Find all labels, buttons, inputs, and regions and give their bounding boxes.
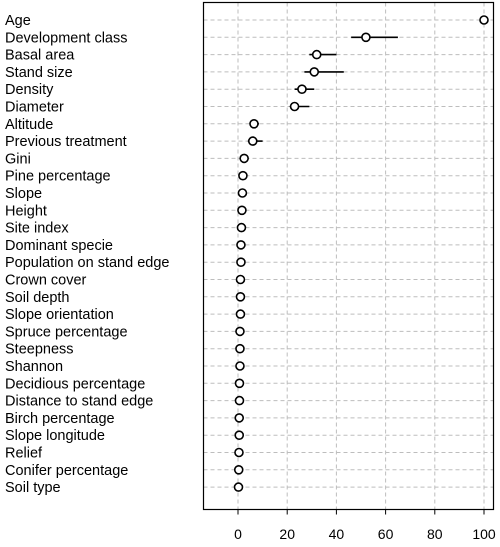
category-label: Birch percentage (5, 411, 115, 427)
category-label: Crown cover (5, 273, 87, 289)
grid-lines (203, 2, 494, 510)
category-label: Pine percentage (5, 169, 111, 185)
plot-frame (202, 1, 495, 511)
category-label: Steepness (5, 342, 74, 358)
data-point (289, 101, 300, 112)
category-label: Slope (5, 186, 42, 202)
category-label: Slope longitude (5, 428, 105, 444)
data-point (237, 188, 248, 198)
category-label: Decidious percentage (5, 376, 145, 392)
data-point (479, 15, 489, 25)
category-label: Development class (5, 30, 128, 46)
category-label: Diameter (5, 100, 64, 116)
data-point (247, 136, 258, 146)
category-label: Population on stand edge (5, 255, 169, 271)
data-point (361, 32, 371, 43)
category-label: Stand size (5, 65, 73, 81)
category-label: Gini (5, 151, 31, 167)
data-point (236, 257, 246, 268)
data-point (235, 291, 246, 302)
x-tick-label: 60 (378, 526, 394, 542)
data-point (236, 222, 247, 233)
category-label: Conifer percentage (5, 463, 128, 479)
category-label: Density (5, 82, 54, 98)
confidence-intervals (238, 19, 484, 488)
category-label: Spruce percentage (5, 324, 128, 340)
data-point (235, 326, 245, 337)
category-label: Relief (5, 446, 43, 462)
data-point (235, 309, 246, 319)
x-tick-label: 20 (279, 526, 295, 542)
data-points (233, 15, 489, 492)
data-point (238, 170, 248, 181)
x-tick-label: 100 (472, 526, 496, 542)
data-point (239, 153, 249, 164)
category-label: Distance to stand edge (5, 394, 153, 410)
x-axis: 0 20 40 60 80 100 (234, 509, 496, 542)
category-label: Basal area (5, 48, 75, 64)
data-point (297, 84, 307, 94)
category-label: Site index (5, 221, 69, 237)
data-point (235, 343, 245, 354)
category-label: Altitude (5, 117, 53, 133)
data-point (311, 49, 322, 60)
data-point (234, 447, 244, 458)
x-tick-label: 40 (329, 526, 345, 542)
category-label: Soil type (5, 480, 61, 496)
data-point (235, 274, 246, 285)
data-point (234, 430, 245, 441)
x-tick-label: 0 (234, 526, 242, 542)
data-point (309, 67, 320, 77)
category-label: Shannon (5, 359, 63, 375)
category-label: Height (5, 203, 47, 219)
data-point (235, 361, 245, 371)
data-point (234, 395, 245, 406)
category-label: Previous treatment (5, 134, 127, 150)
data-point (249, 119, 259, 129)
category-label: Age (5, 13, 31, 29)
x-tick-label: 80 (427, 526, 443, 542)
data-point (234, 378, 245, 389)
data-point (236, 240, 246, 250)
category-label: Dominant specie (5, 238, 113, 254)
data-point (233, 482, 244, 492)
data-point (237, 205, 247, 216)
category-label: Soil depth (5, 290, 70, 306)
data-point (234, 413, 245, 423)
data-point (233, 464, 244, 475)
category-label: Slope orientation (5, 307, 114, 323)
